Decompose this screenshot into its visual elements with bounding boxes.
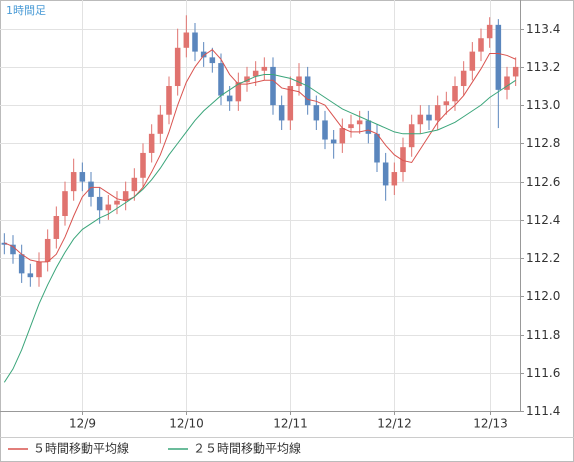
candle-body [166, 86, 172, 115]
x-tick-label: 12/9 [69, 417, 96, 431]
candle-body [53, 216, 60, 239]
candle-body [322, 120, 328, 140]
candle-body [495, 24, 502, 90]
candle-body [261, 66, 268, 71]
candle-body [218, 63, 224, 96]
x-tick-label: 12/11 [273, 417, 308, 431]
legend-label: ５時間移動平均線 [33, 441, 129, 456]
candle-body [304, 76, 311, 106]
y-tick-label: 111.8 [526, 328, 560, 342]
candle-body [460, 70, 467, 87]
candle-body [200, 51, 207, 58]
candle-body [105, 204, 112, 211]
candle-body [209, 57, 216, 64]
y-tick-label: 113.4 [526, 22, 560, 36]
candle-body [226, 95, 233, 102]
candle-body [192, 32, 198, 52]
candle-body [88, 181, 94, 197]
candle-body [469, 51, 476, 71]
candle-body [244, 76, 250, 83]
y-tick-label: 111.6 [526, 366, 560, 380]
candle-body [27, 273, 34, 278]
candle-body [122, 191, 129, 201]
candle-body [1, 242, 8, 245]
y-tick-label: 112.6 [526, 175, 560, 189]
candle-body [131, 177, 138, 192]
candle-body [365, 120, 372, 134]
y-tick-label: 112.2 [526, 251, 560, 265]
candle-body [157, 114, 164, 134]
candle-body [79, 172, 86, 182]
candle-body [330, 139, 337, 144]
y-tick-label: 112.4 [526, 213, 560, 227]
y-tick-label: 113.2 [526, 60, 560, 74]
candle-body [486, 24, 493, 39]
candle-body [148, 133, 155, 153]
candle-body [252, 70, 259, 77]
candle-body [452, 86, 458, 102]
candle-body [235, 82, 242, 102]
candle-body [339, 128, 346, 144]
candle-body [114, 200, 120, 205]
candle-body [44, 238, 51, 262]
moving-average-line [3, 74, 516, 383]
moving-average-line [4, 49, 516, 263]
chart-title: 1時間足 [6, 4, 46, 17]
candle-body [36, 261, 42, 278]
x-tick-label: 12/12 [377, 417, 412, 431]
candle-body [96, 196, 103, 211]
candle-body [382, 162, 389, 186]
y-tick-label: 112.8 [526, 136, 560, 150]
candle-body [408, 124, 415, 148]
candle-body [426, 114, 432, 121]
candle-body [183, 32, 190, 48]
candle-body [10, 244, 16, 255]
candle-body [174, 47, 181, 87]
y-tick-label: 112.0 [526, 289, 560, 303]
candle-body [417, 114, 424, 125]
candle-body [478, 38, 484, 52]
candle-body [391, 172, 398, 186]
candle-body [356, 120, 363, 125]
candle-body [296, 76, 302, 87]
candle-body [313, 105, 320, 121]
candle-body [400, 147, 406, 173]
candle-body [278, 105, 285, 121]
candle-body [62, 191, 68, 217]
y-tick-label: 111.4 [526, 404, 560, 418]
x-tick-label: 12/13 [473, 417, 508, 431]
candle-body [348, 124, 354, 129]
candle-body [512, 66, 519, 77]
candle-body [140, 152, 146, 178]
candle-body [70, 172, 77, 192]
candle-body [504, 76, 510, 90]
y-tick-label: 113.0 [526, 98, 560, 112]
x-tick-label: 12/10 [169, 417, 204, 431]
candle-body [270, 66, 276, 106]
candle-body [434, 105, 441, 121]
candle-body [443, 101, 450, 106]
legend-label: ２５時間移動平均線 [193, 441, 301, 456]
candle-body [374, 133, 380, 163]
candle-body [18, 254, 25, 274]
candle-body [287, 86, 294, 121]
